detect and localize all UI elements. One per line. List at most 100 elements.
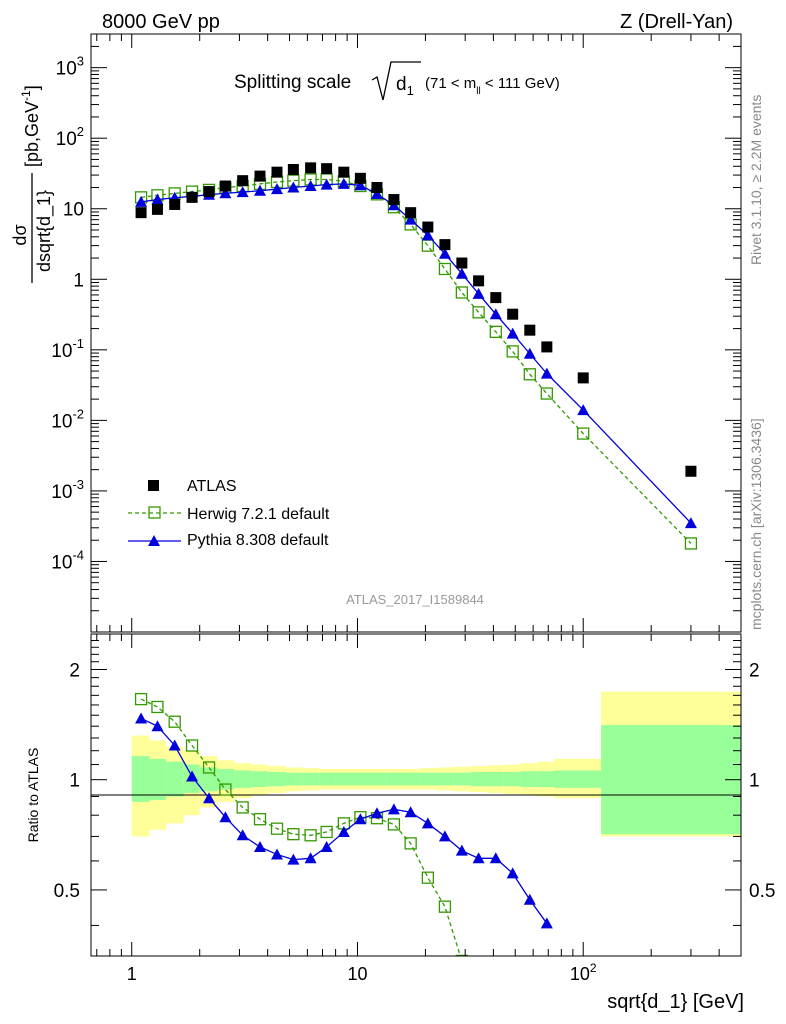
pythia-point <box>506 327 519 339</box>
atlas-point <box>371 182 383 194</box>
herwig-point <box>185 739 199 752</box>
ratio-axis-ticks <box>91 634 742 956</box>
herwig-point <box>421 871 435 884</box>
atlas-point <box>490 292 502 304</box>
atlas-point <box>271 166 283 178</box>
band-inner-bin <box>267 771 286 787</box>
atlas-point <box>439 239 451 251</box>
atlas-point <box>577 372 589 384</box>
atlas-point <box>135 207 147 219</box>
herwig-point <box>472 306 485 319</box>
x-tick-label: 10 <box>347 964 367 984</box>
herwig-point <box>151 700 164 714</box>
atlas-point <box>473 275 485 287</box>
pythia-point <box>489 852 502 864</box>
band-inner-bin <box>335 772 353 786</box>
x-tick-label: 102 <box>570 961 597 984</box>
ratio-frame <box>90 633 742 957</box>
pythia-point <box>438 830 451 842</box>
legend-label-atlas: ATLAS <box>187 478 237 495</box>
atlas-point <box>685 465 697 477</box>
atlas-point <box>422 221 434 233</box>
ratio-plot-panel: 0.5 0.5 1 1 2 2 1 10 102 Ratio to ATLAS sqrt{d_… <box>25 633 775 1013</box>
band-inner-bin <box>520 771 538 788</box>
pythia-point <box>337 177 350 189</box>
pythia-point <box>168 739 181 751</box>
collision-energy-label: 8000 GeV pp <box>102 11 220 33</box>
pythia-point <box>370 807 383 819</box>
pythia-point <box>489 308 502 320</box>
atlas-point <box>203 186 215 198</box>
uncertainty-band <box>131 691 741 837</box>
herwig-point <box>287 828 300 841</box>
herwig-point <box>438 262 452 276</box>
y-label-numerator: dσ <box>10 224 30 245</box>
plot-title: Splitting scale <box>234 72 351 93</box>
herwig-point <box>455 954 469 956</box>
pythia-point <box>404 806 417 818</box>
pythia-point <box>337 825 350 837</box>
atlas-point <box>456 257 468 269</box>
herwig-point <box>134 692 148 706</box>
pythia-point <box>421 817 434 829</box>
herwig-point <box>236 801 249 814</box>
herwig-point <box>219 783 232 796</box>
pythia-point <box>455 267 468 279</box>
herwig-line <box>140 698 462 956</box>
herwig-point <box>421 239 435 252</box>
pythia-point <box>186 770 199 782</box>
pythia-point <box>540 917 553 929</box>
pythia-line <box>140 183 692 524</box>
atlas-point <box>524 324 536 336</box>
rivet-version-label: Rivet 3.1.10, ≥ 2.2M events <box>748 95 764 265</box>
pythia-point <box>219 187 232 199</box>
band-inner-bin <box>149 758 167 801</box>
pythia-point <box>236 829 249 841</box>
y-tick-label: 1 <box>73 270 84 291</box>
pythia-point <box>254 840 267 852</box>
atlas-point <box>305 162 317 174</box>
band-inner-bin <box>470 771 488 787</box>
y-tick-label: 10-2 <box>51 406 84 432</box>
band-inner-bin <box>369 772 387 786</box>
pythia-line <box>140 717 548 924</box>
pythia-point <box>404 213 417 225</box>
band-inner-bin <box>402 772 420 786</box>
top-frame <box>90 33 742 633</box>
band-inner-bin <box>131 756 150 802</box>
pythia-point <box>540 367 553 379</box>
y-tick-label: 10-4 <box>51 547 84 573</box>
pythia-point <box>135 195 148 207</box>
legend-label-herwig: Herwig 7.2.1 default <box>187 506 330 523</box>
ratio-series-layer <box>134 692 553 956</box>
ratio-y-tick-label-right: 2 <box>749 660 760 681</box>
band-inner-bin <box>302 772 320 786</box>
pythia-point <box>472 287 485 299</box>
y-tick-label: 10-1 <box>51 336 84 362</box>
atlas-point <box>186 191 198 203</box>
pythia-point <box>135 712 148 724</box>
top-y-tick-labels: 10-4 10-3 10-2 10-1 1 10 102 103 <box>51 54 84 574</box>
pythia-point <box>354 179 367 191</box>
y-tick-label: 10 <box>63 200 84 221</box>
legend: ATLAS Herwig 7.2.1 default Pythia 8.308 … <box>128 478 330 549</box>
herwig-point <box>270 822 284 835</box>
atlas-point <box>354 172 366 184</box>
band-inner-bin <box>436 772 454 786</box>
x-tick-label: 1 <box>127 964 137 984</box>
pythia-point <box>287 853 300 865</box>
pythia-point <box>151 193 164 205</box>
pythia-point <box>304 852 317 864</box>
top-axis-ticks <box>91 33 742 633</box>
band-inner-bin <box>285 772 303 786</box>
atlas-point <box>507 308 519 320</box>
process-label: Z (Drell-Yan) <box>620 11 733 33</box>
ratio-y-axis-label: Ratio to ATLAS <box>25 748 41 843</box>
plot-title-variable: d1 <box>396 74 414 98</box>
atlas-point <box>219 180 231 192</box>
mcplots-reference-label: mcplots.cern.ch [arXiv:1306.3436] <box>748 418 764 630</box>
band-inner-bin <box>386 772 403 786</box>
pythia-point <box>270 183 283 195</box>
legend-marker-pythia <box>148 535 160 546</box>
